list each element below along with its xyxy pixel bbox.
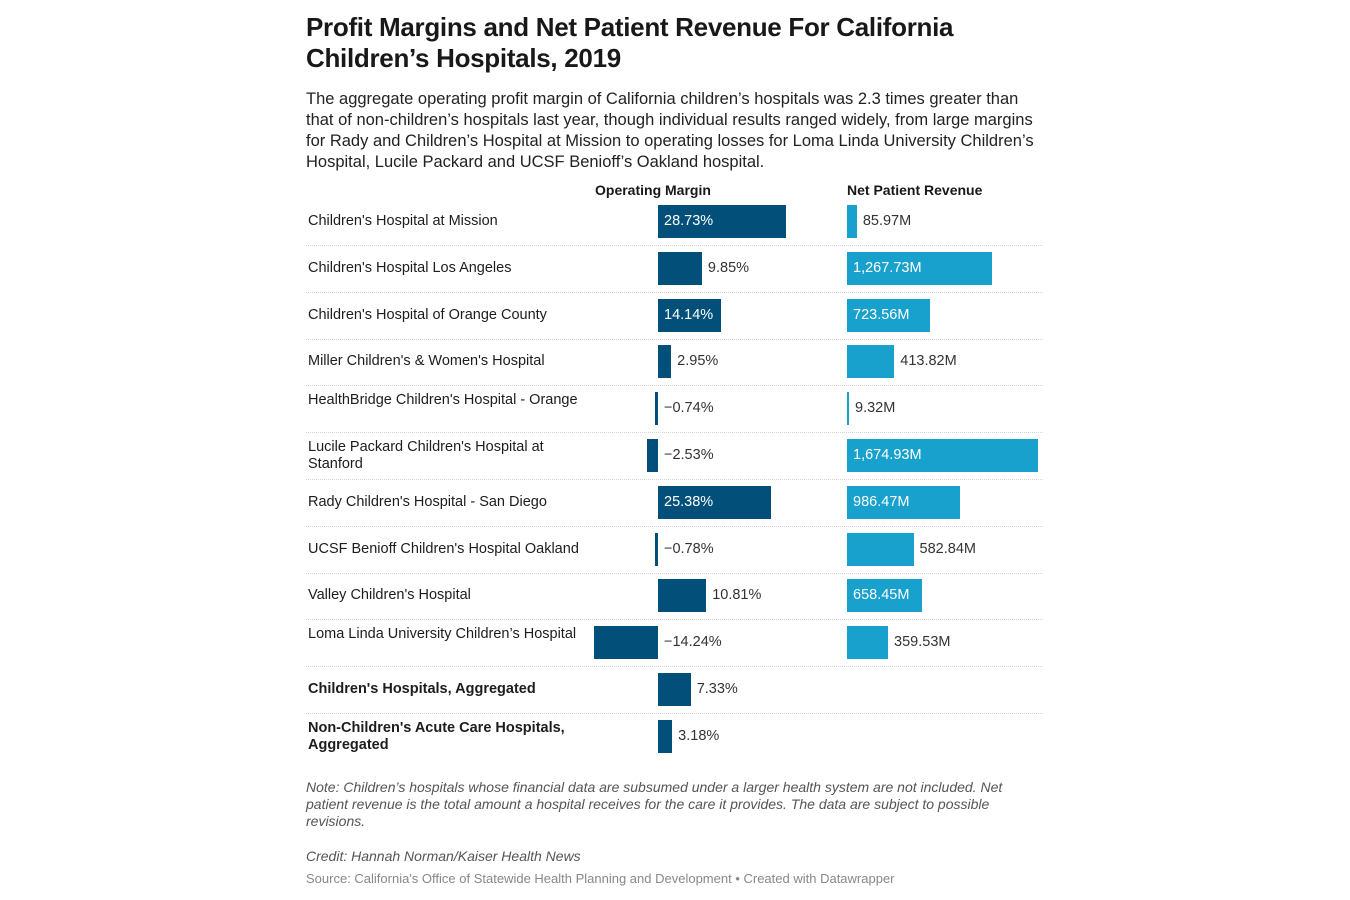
chart-description: The aggregate operating profit margin of… (306, 90, 1034, 171)
table-row: Non-Children's Acute Care Hospitals, Agg… (306, 713, 1043, 760)
operating-margin-value-label: 2.95% (677, 353, 719, 370)
net-patient-revenue-value-label: 723.56M (853, 306, 910, 323)
category-label: Children's Hospitals, Aggregated (308, 681, 536, 697)
net-patient-revenue-bar (847, 392, 849, 426)
net-patient-revenue-value-label: 413.82M (900, 353, 957, 370)
net-patient-revenue-value-label: 9.32M (855, 400, 896, 417)
operating-margin-value-label: 3.18% (678, 727, 720, 744)
net-patient-revenue-value-label: 658.45M (853, 587, 910, 604)
table-row: Valley Children's Hospital 10.81% 658.45M (306, 572, 1043, 621)
category-label: Valley Children's Hospital (308, 587, 471, 604)
operating-margin-bar (646, 439, 658, 472)
operating-margin-bar (658, 673, 691, 706)
category-label: Rady Children's Hospital - San Diego (308, 493, 547, 510)
net-patient-revenue-bar (847, 579, 923, 613)
table-row: Children's Hospital of Orange County 14.1… (306, 292, 1043, 340)
chart-title: Profit Margins and Net Patient Revenue F… (306, 12, 954, 73)
operating-margin-bar (654, 532, 658, 566)
chart-header: Profit Margins and Net Patient Revenue F… (306, 12, 1044, 173)
table-row: UCSF Benioff Children's Hospital Oakland… (306, 526, 1043, 574)
net-patient-revenue-bar (847, 345, 895, 379)
category-label: Non-Children's Acute Care Hospitals, Agg… (308, 719, 565, 753)
operating-margin-value-label: 10.81% (712, 587, 762, 604)
chart-note: Note: Children’s hospitals whose financi… (306, 779, 1003, 829)
operating-margin-bar (658, 205, 787, 238)
net-patient-revenue-bar (847, 485, 960, 519)
operating-margin-value-label: 9.85% (707, 259, 750, 276)
operating-margin-bar (658, 345, 672, 379)
category-label: Lucile Packard Children's Hospital at St… (308, 439, 544, 472)
operating-margin-value-label: 14.14% (664, 306, 714, 323)
category-label: Children's Hospital of Orange County (308, 306, 547, 323)
net-patient-revenue-value-label: 1,267.73M (853, 259, 922, 276)
category-label: Children's Hospital at Mission (308, 213, 498, 229)
operating-margin-bar (594, 626, 658, 660)
operating-margin-bar (658, 719, 673, 753)
operating-margin-bar (654, 392, 658, 426)
category-label: HealthBridge Children's Hospital - Orang… (308, 392, 578, 409)
table-row: Children's Hospitals, Aggregated 7.33% (306, 666, 1043, 714)
net-patient-revenue-bar (847, 532, 914, 566)
net-patient-revenue-bar (847, 439, 1039, 472)
net-patient-revenue-value-label: 1,674.93M (853, 447, 922, 463)
net-patient-revenue-bar (847, 626, 889, 660)
net-patient-revenue-bar (847, 251, 992, 285)
net-patient-revenue-value-label: 359.53M (894, 634, 951, 651)
operating-margin-bar (658, 251, 702, 285)
column-header-operating-margin: Operating Margin (595, 182, 711, 198)
operating-margin-bar (658, 485, 772, 519)
chart-credit: Credit: Hannah Norman/Kaiser Health News (306, 848, 581, 864)
table-row: Loma Linda University Children’s Hospita… (306, 619, 1043, 668)
operating-margin-value-label: −2.53% (664, 447, 714, 463)
table-row: Rady Children's Hospital - San Diego 25.3… (306, 479, 1043, 527)
chart-source: Source: California's Office of Statewide… (306, 871, 895, 886)
net-patient-revenue-value-label: 986.47M (853, 493, 910, 510)
chart-body: Children's Hospital at Mission 28.73% 85.9… (0, 198, 1350, 768)
category-label: Miller Children's & Women's Hospital (308, 353, 545, 370)
operating-margin-bar (658, 298, 722, 332)
category-label: Loma Linda University Children’s Hospita… (308, 626, 577, 643)
net-patient-revenue-bar (847, 298, 930, 332)
net-patient-revenue-value-label: 85.97M (862, 213, 912, 229)
table-row: Children's Hospital Los Angeles 9.85% 1,26… (306, 245, 1043, 293)
category-label: Children's Hospital Los Angeles (308, 259, 512, 276)
operating-margin-value-label: −14.24% (664, 634, 722, 651)
operating-margin-value-label: 28.73% (664, 213, 714, 229)
column-header-net-patient-revenue: Net Patient Revenue (847, 182, 983, 198)
operating-margin-value-label: −0.74% (664, 400, 714, 417)
table-row: Children's Hospital at Mission 28.73% 85.9… (306, 198, 1043, 246)
operating-margin-value-label: 25.38% (664, 493, 714, 510)
operating-margin-value-label: −0.78% (664, 540, 714, 557)
operating-margin-value-label: 7.33% (696, 681, 738, 697)
operating-margin-bar (658, 579, 707, 613)
category-label: UCSF Benioff Children's Hospital Oakland (308, 540, 579, 557)
table-row: Miller Children's & Women's Hospital 2.95… (306, 338, 1043, 387)
table-row: Lucile Packard Children's Hospital at St… (306, 432, 1043, 480)
net-patient-revenue-bar (847, 205, 857, 238)
net-patient-revenue-value-label: 582.84M (919, 540, 976, 557)
table-row: HealthBridge Children's Hospital - Orang… (306, 385, 1043, 434)
